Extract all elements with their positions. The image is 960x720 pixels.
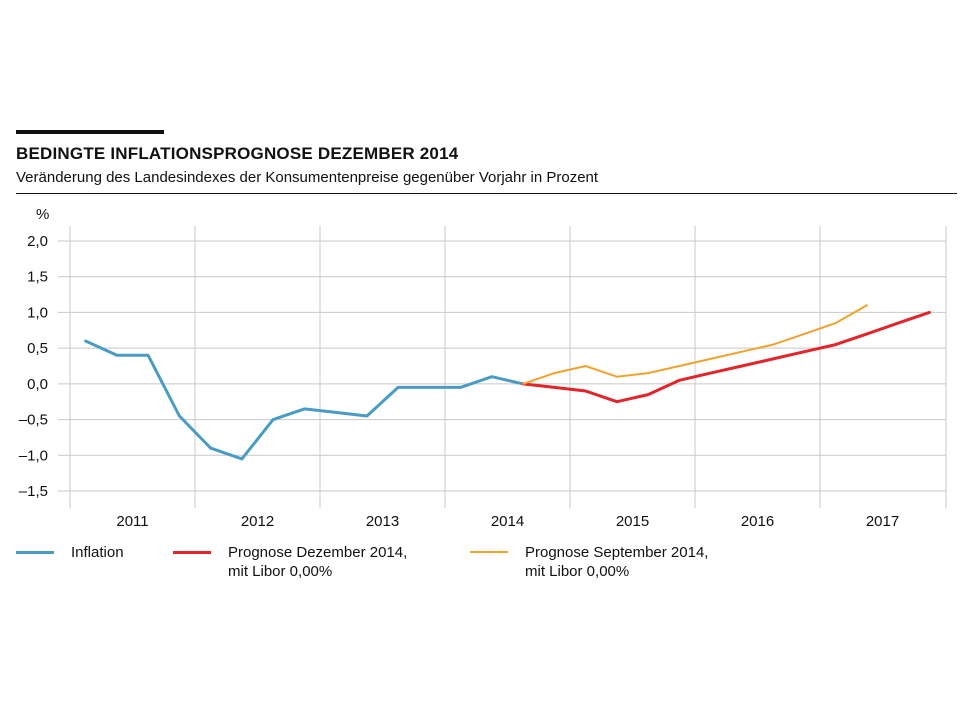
legend-label-line: Prognose September 2014, bbox=[525, 544, 709, 561]
x-tick-label: 2014 bbox=[491, 513, 524, 530]
x-tick-label: 2015 bbox=[616, 513, 649, 530]
legend-swatch bbox=[16, 551, 54, 554]
y-tick-label: 1,0 bbox=[27, 304, 48, 321]
legend-swatch bbox=[173, 551, 211, 554]
y-axis-label: % bbox=[36, 206, 49, 223]
chart-title: BEDINGTE INFLATIONSPROGNOSE DEZEMBER 201… bbox=[16, 144, 459, 163]
legend-swatch bbox=[470, 551, 508, 553]
series-line bbox=[521, 310, 931, 404]
title-rule bbox=[16, 130, 164, 134]
header-divider bbox=[16, 193, 957, 194]
y-tick-label: –1,0 bbox=[19, 447, 48, 464]
legend-label-line: Prognose Dezember 2014, bbox=[228, 544, 408, 561]
legend-label-line: Inflation bbox=[71, 544, 124, 561]
chart-subtitle: Veränderung des Landesindexes der Konsum… bbox=[16, 169, 599, 186]
x-tick-label: 2013 bbox=[366, 513, 399, 530]
y-tick-label: 2,0 bbox=[27, 233, 48, 250]
y-tick-label: 1,5 bbox=[27, 269, 48, 286]
series-line bbox=[84, 339, 525, 461]
legend-label: Prognose September 2014, mit Libor 0,00% bbox=[525, 543, 708, 581]
series-line bbox=[522, 304, 868, 385]
x-tick-label: 2016 bbox=[741, 513, 774, 530]
y-tick-label: –0,5 bbox=[19, 412, 48, 429]
x-tick-label: 2012 bbox=[241, 513, 274, 530]
legend-label-line: mit Libor 0,00% bbox=[525, 563, 630, 580]
x-tick-label: 2011 bbox=[116, 513, 148, 530]
legend-label-line: mit Libor 0,00% bbox=[228, 563, 333, 580]
y-tick-label: 0,0 bbox=[27, 376, 48, 393]
y-tick-label: –1,5 bbox=[19, 483, 48, 500]
x-tick-label: 2017 bbox=[866, 513, 899, 530]
y-tick-label: 0,5 bbox=[27, 340, 48, 357]
legend-label: Inflation bbox=[71, 543, 124, 562]
legend-label: Prognose Dezember 2014, mit Libor 0,00% bbox=[228, 543, 407, 581]
